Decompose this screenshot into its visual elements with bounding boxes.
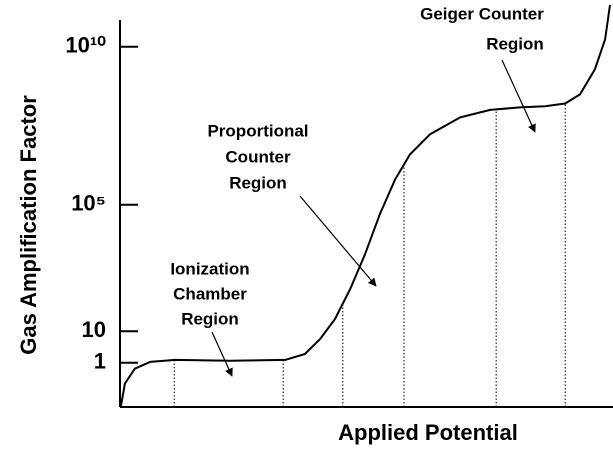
annotation: Region [229, 173, 287, 192]
annotation: Counter [225, 147, 291, 166]
annotation: Proportional [207, 121, 308, 140]
arrow [211, 331, 233, 377]
annotation: Ionization [170, 259, 249, 278]
arrow [501, 59, 536, 133]
y-tick-label: 10⁵ [71, 191, 106, 216]
arrow [299, 195, 377, 287]
y-tick-label: 1 [94, 349, 106, 374]
x-axis-label: Applied Potential [338, 420, 518, 445]
curve [120, 4, 611, 406]
annotation: Region [181, 309, 239, 328]
y-tick-label: 10¹⁰ [65, 33, 106, 58]
annotation: Chamber [173, 284, 247, 303]
annotation: Geiger Counter [420, 4, 544, 23]
annotation: Region [486, 34, 544, 53]
y-tick-label: 10 [82, 317, 106, 342]
y-axis-label: Gas Amplification Factor [16, 95, 41, 355]
